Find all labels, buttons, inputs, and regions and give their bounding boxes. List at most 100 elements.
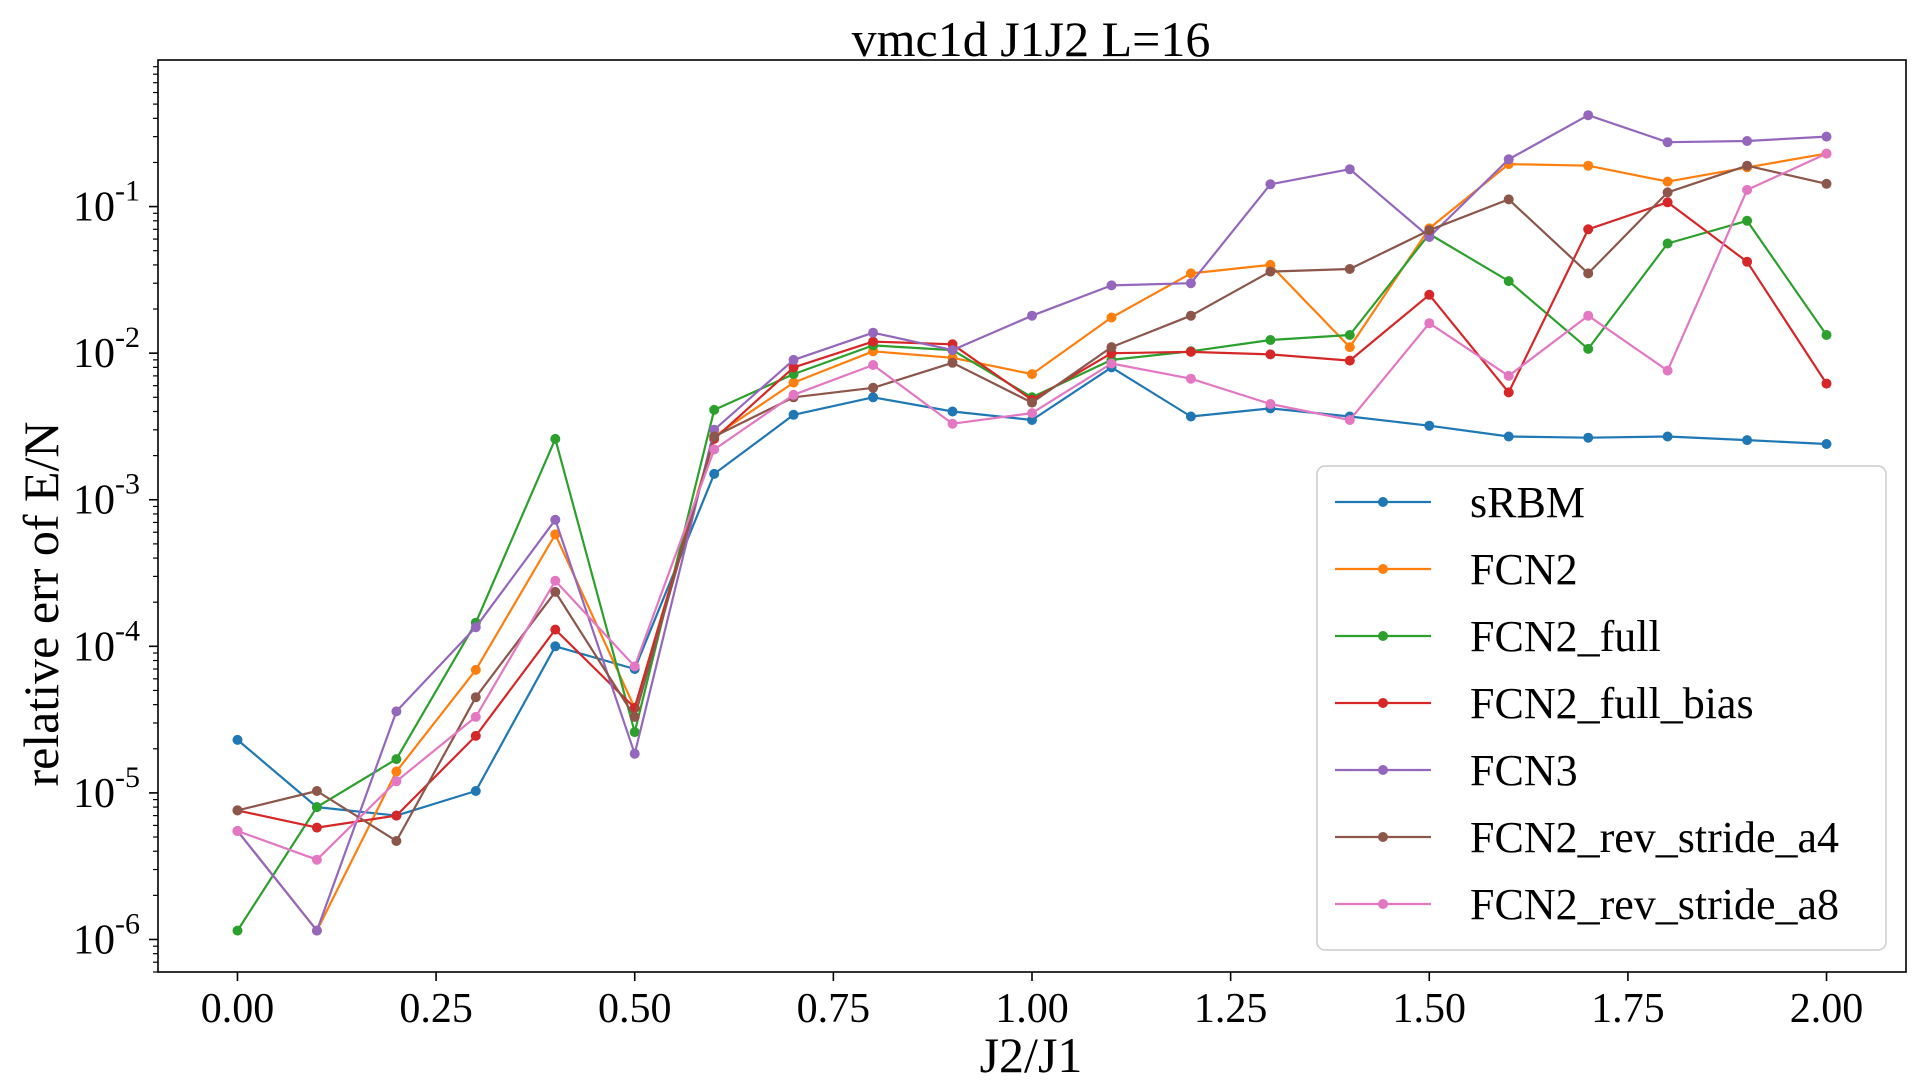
data-point-fcn2-rev-stride-a8 <box>709 444 720 455</box>
y-tick-label: 10-2 <box>73 321 140 377</box>
data-point-fcn2-full-bias <box>1662 197 1673 208</box>
data-point-fcn2-full <box>629 727 640 738</box>
data-point-fcn2 <box>550 529 561 540</box>
data-point-srbm <box>1821 439 1832 449</box>
data-point-fcn3 <box>1821 131 1832 142</box>
legend-label-fcn2: FCN2 <box>1470 545 1578 594</box>
data-point-fcn3 <box>1265 179 1276 190</box>
data-point-fcn2 <box>391 766 402 777</box>
data-point-fcn2-rev-stride-a8 <box>1424 318 1435 329</box>
data-point-srbm <box>868 392 879 403</box>
data-point-fcn2-rev-stride-a8 <box>311 854 322 865</box>
legend-marker-srbm <box>1378 497 1388 507</box>
data-point-srbm <box>470 786 481 796</box>
data-point-srbm <box>232 734 243 745</box>
data-point-fcn2-full <box>709 404 720 415</box>
data-point-fcn2-rev-stride-a4 <box>1106 342 1117 353</box>
legend-label-fcn2-rev-stride-a4: FCN2_rev_stride_a4 <box>1470 813 1839 862</box>
data-point-fcn2-rev-stride-a4 <box>1265 266 1276 277</box>
data-point-fcn3 <box>1027 310 1037 321</box>
data-point-fcn2-full <box>1503 276 1514 287</box>
x-tick-label: 1.25 <box>1194 986 1268 1032</box>
data-point-fcn3 <box>1662 137 1673 148</box>
x-tick-label: 1.00 <box>995 986 1069 1032</box>
legend-label-fcn2-rev-stride-a8: FCN2_rev_stride_a8 <box>1470 880 1839 929</box>
legend-label-fcn3: FCN3 <box>1470 746 1578 795</box>
data-point-fcn3 <box>629 748 640 759</box>
x-tick-label: 0.75 <box>797 986 871 1032</box>
data-point-fcn3 <box>947 345 958 356</box>
data-point-fcn3 <box>1185 278 1196 289</box>
data-point-fcn2-rev-stride-a8 <box>629 661 640 672</box>
data-point-fcn3 <box>550 514 561 525</box>
data-point-fcn2-rev-stride-a4 <box>550 586 561 597</box>
y-tick-label: 10-1 <box>73 175 140 231</box>
data-point-fcn2 <box>1344 342 1355 353</box>
data-point-fcn2-full <box>1821 330 1832 340</box>
data-point-fcn2-rev-stride-a4 <box>311 786 322 796</box>
data-point-fcn2-full-bias <box>1821 378 1832 389</box>
data-point-fcn2-rev-stride-a8 <box>1344 415 1355 425</box>
data-point-srbm <box>550 641 561 652</box>
data-point-fcn2 <box>1027 369 1037 380</box>
data-point-fcn2-full <box>1344 330 1355 340</box>
data-point-fcn2-full-bias <box>1185 346 1196 357</box>
data-point-fcn2 <box>1185 268 1196 279</box>
legend-marker-fcn2 <box>1378 564 1388 574</box>
data-point-fcn2-rev-stride-a4 <box>1821 178 1832 189</box>
data-point-fcn2-full <box>1583 343 1594 354</box>
y-axis-label: relative err of E/N <box>13 421 69 786</box>
data-point-fcn2-rev-stride-a4 <box>1344 264 1355 274</box>
data-point-srbm <box>1424 420 1435 431</box>
data-point-fcn2-rev-stride-a4 <box>709 431 720 442</box>
data-point-fcn2-rev-stride-a8 <box>1821 148 1832 159</box>
data-point-fcn2 <box>1662 176 1673 187</box>
data-point-fcn2-full-bias <box>470 730 481 741</box>
y-tick-label: 10-4 <box>73 614 140 670</box>
legend-marker-fcn2-full <box>1378 631 1388 641</box>
data-point-fcn2-rev-stride-a8 <box>470 711 481 722</box>
data-point-srbm <box>788 409 799 420</box>
data-point-fcn2-full-bias <box>550 624 561 635</box>
data-point-fcn3 <box>788 354 799 365</box>
data-point-fcn2-rev-stride-a4 <box>1742 160 1753 171</box>
data-point-fcn2-rev-stride-a8 <box>1185 373 1196 384</box>
data-point-fcn2-rev-stride-a4 <box>470 692 481 703</box>
data-point-srbm <box>947 406 958 417</box>
data-point-fcn2-full-bias <box>1344 355 1355 366</box>
x-tick-label: 2.00 <box>1790 986 1864 1032</box>
data-point-fcn3 <box>1344 164 1355 175</box>
data-point-fcn2-full <box>550 433 561 444</box>
data-point-fcn3 <box>868 327 879 338</box>
data-point-fcn3 <box>311 925 322 936</box>
data-point-fcn3 <box>1583 110 1594 121</box>
data-point-fcn2-full <box>1742 215 1753 226</box>
data-point-fcn2-full-bias <box>1583 224 1594 235</box>
data-point-fcn2-rev-stride-a8 <box>1106 358 1117 369</box>
data-point-fcn2-rev-stride-a8 <box>391 776 402 787</box>
data-point-fcn2-rev-stride-a8 <box>1503 370 1514 381</box>
data-point-srbm <box>1662 431 1673 442</box>
data-point-fcn3 <box>1742 136 1753 146</box>
data-point-fcn2-rev-stride-a8 <box>788 389 799 400</box>
x-axis-label: J2/J1 <box>980 1027 1083 1083</box>
data-point-fcn2-rev-stride-a8 <box>1583 310 1594 321</box>
data-point-fcn3 <box>1106 280 1117 291</box>
data-point-fcn2-rev-stride-a4 <box>1185 310 1196 321</box>
x-tick-label: 0.25 <box>399 986 473 1032</box>
data-point-fcn2-full-bias <box>1503 387 1514 398</box>
data-point-fcn2-full <box>311 802 322 813</box>
data-point-srbm <box>709 468 720 479</box>
data-point-fcn2-full <box>1265 335 1276 345</box>
chart-title: vmc1d J1J2 L=16 <box>852 11 1211 67</box>
data-point-fcn3 <box>391 706 402 717</box>
data-point-fcn2 <box>1583 160 1594 171</box>
data-point-fcn2-rev-stride-a8 <box>1027 408 1037 419</box>
data-point-fcn2-rev-stride-a4 <box>868 382 879 393</box>
data-point-fcn2-rev-stride-a4 <box>232 805 243 816</box>
y-tick-label: 10-6 <box>73 907 140 963</box>
data-point-fcn2-full <box>232 925 243 936</box>
plot-area: 0.00 0.25 0.50 0.75 1.00 1.25 1.50 1.75 2.00 10-6… <box>73 59 1907 1032</box>
y-tick-label: 10-3 <box>73 468 140 524</box>
